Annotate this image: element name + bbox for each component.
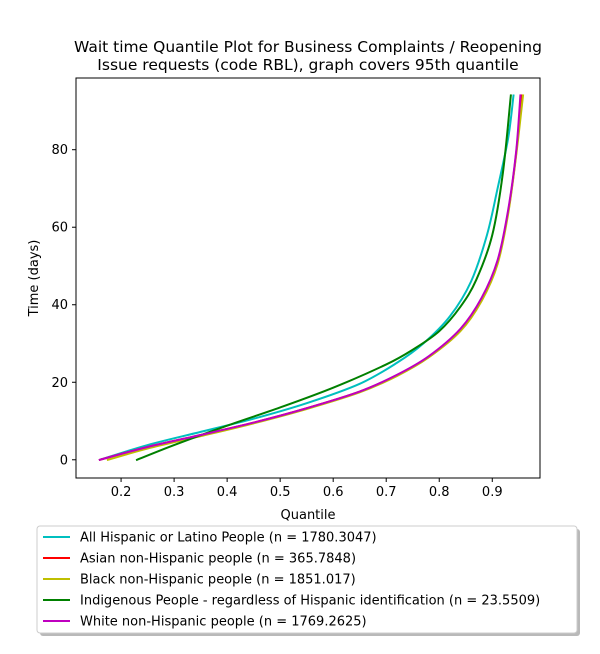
y-tick-label: 20 xyxy=(51,376,68,391)
y-tick-label: 60 xyxy=(51,221,68,236)
y-tick-label: 80 xyxy=(51,143,68,158)
legend-label: Indigenous People - regardless of Hispan… xyxy=(80,594,540,609)
y-tick-label: 0 xyxy=(60,453,68,468)
series-line-1 xyxy=(98,94,515,462)
legend-box xyxy=(36,525,578,634)
legend: All Hispanic or Latino People (n = 1780.… xyxy=(36,525,580,636)
y-tick-label: 40 xyxy=(51,298,68,313)
y-axis-label: Time (days) xyxy=(27,240,42,318)
x-tick-label: 0.5 xyxy=(270,485,291,500)
series-line-5 xyxy=(98,94,522,462)
legend-label: Asian non-Hispanic people (n = 365.7848) xyxy=(80,552,356,567)
chart-title-line-2: Issue requests (code RBL), graph covers … xyxy=(97,56,518,74)
x-tick-label: 0.3 xyxy=(164,485,185,500)
series-line-4 xyxy=(135,94,512,462)
x-tick-label: 0.4 xyxy=(217,485,238,500)
x-tick-label: 0.9 xyxy=(482,485,503,500)
x-axis-label: Quantile xyxy=(281,508,336,523)
legend-label: White non-Hispanic people (n = 1769.2625… xyxy=(80,615,367,630)
legend-items: All Hispanic or Latino People (n = 1780.… xyxy=(43,531,540,630)
legend-item-1: All Hispanic or Latino People (n = 1780.… xyxy=(43,531,377,546)
legend-item-4: Indigenous People - regardless of Hispan… xyxy=(43,594,540,609)
legend-item-5: White non-Hispanic people (n = 1769.2625… xyxy=(43,615,367,630)
axis-layer: 0.2 0.3 0.4 0.5 0.6 0.7 0.8 0.9 0 20 40 60 80 xyxy=(51,143,502,500)
chart-title-line-1: Wait time Quantile Plot for Business Com… xyxy=(74,38,542,56)
series-layer xyxy=(98,94,525,462)
x-tick-label: 0.7 xyxy=(376,485,397,500)
x-tick-label: 0.6 xyxy=(323,485,344,500)
legend-label: All Hispanic or Latino People (n = 1780.… xyxy=(80,531,377,546)
plot-area-frame xyxy=(75,77,541,479)
x-tick-label: 0.8 xyxy=(429,485,450,500)
legend-item-3: Black non-Hispanic people (n = 1851.017) xyxy=(43,573,356,588)
series-line-2 xyxy=(98,94,523,462)
legend-item-2: Asian non-Hispanic people (n = 365.7848) xyxy=(43,552,356,567)
x-tick-label: 0.2 xyxy=(111,485,132,500)
legend-label: Black non-Hispanic people (n = 1851.017) xyxy=(80,573,356,588)
